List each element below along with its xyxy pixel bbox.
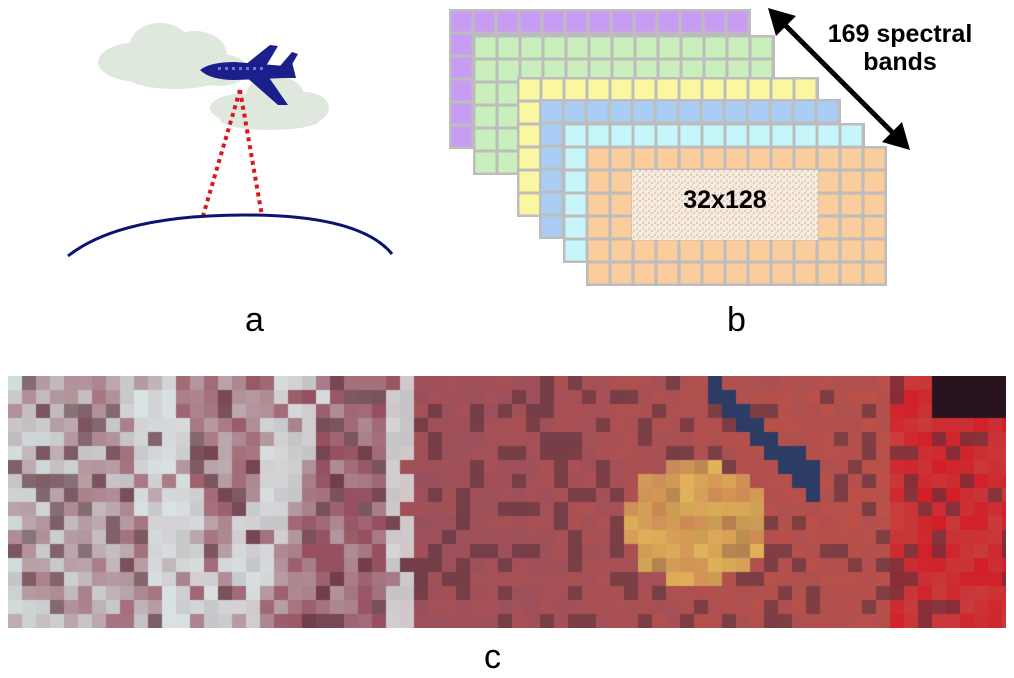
airplane-icon [200, 45, 298, 105]
panel-a-airborne-sensor [67, 23, 394, 258]
double-arrow-icon [768, 8, 910, 150]
panel-label-c: c [484, 638, 501, 676]
patch-region [632, 170, 818, 240]
patch-size-label: 32x128 [683, 186, 767, 214]
panel-label-a: a [245, 301, 264, 339]
band-count-label: 169 spectral [827, 20, 973, 48]
panel-b-spectral-bands [449, 8, 910, 286]
panel-label-b: b [727, 301, 746, 339]
scan-lines [201, 89, 264, 217]
band-count-label: bands [863, 48, 937, 76]
panel-c-hyperspectral-image [8, 376, 1006, 628]
earth-surface-arc [67, 213, 394, 258]
